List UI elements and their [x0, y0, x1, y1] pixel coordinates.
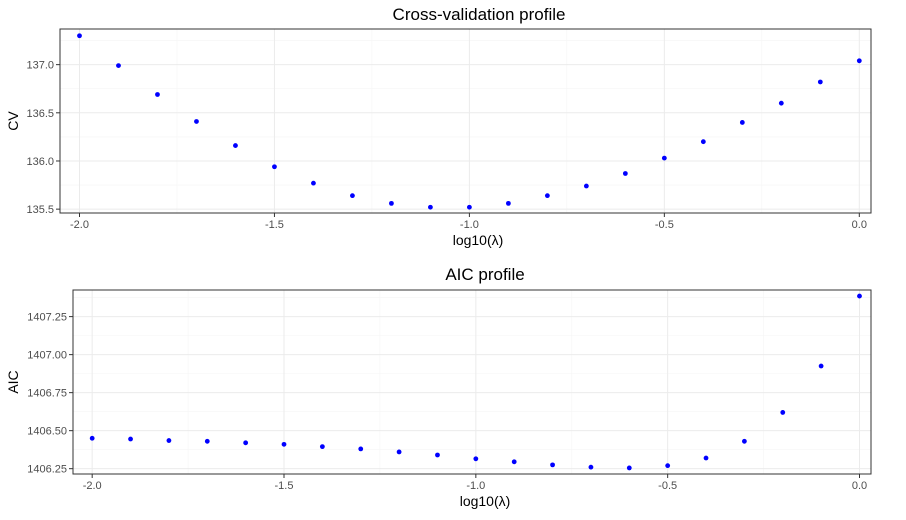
cv-y-tick-label: 136.0 — [26, 156, 54, 168]
aic-data-point — [89, 435, 95, 441]
cv-data-point — [700, 139, 706, 145]
aic-chart-title: AIC profile — [445, 265, 524, 284]
cv-data-point — [233, 143, 238, 148]
aic-data-point — [665, 463, 671, 469]
aic-data-point — [703, 455, 709, 461]
cv-profile-chart: Cross-validation profile -2.0 -1.5 -1.0 -0.… — [5, 5, 872, 248]
cv-x-tick-label: 0.0 — [852, 219, 867, 231]
aic-x-tick-label: -0.5 — [658, 480, 677, 492]
aic-x-tick-label: -2.0 — [83, 480, 102, 492]
aic-data-point — [857, 293, 862, 299]
aic-profile-chart: AIC profile -2.0 -1.5 -1.0 -0.5 0.0 1406.25 14… — [5, 265, 872, 509]
aic-x-tick-label: -1.0 — [466, 480, 485, 492]
cv-data-point — [428, 204, 433, 210]
cv-data-point — [155, 92, 160, 97]
aic-y-tick-label: 1407.00 — [27, 350, 67, 362]
cv-data-point — [739, 120, 745, 125]
cv-data-point — [856, 58, 862, 64]
cv-data-point — [350, 193, 355, 199]
aic-data-point — [204, 438, 210, 444]
aic-x-tick-label: 0.0 — [852, 480, 867, 492]
aic-x-axis-title: log10(λ) — [460, 493, 511, 509]
aic-data-point — [818, 363, 824, 369]
aic-data-point — [128, 436, 133, 442]
aic-data-point — [550, 462, 555, 468]
cv-data-point — [622, 171, 628, 176]
cv-axes: -2.0 -1.5 -1.0 -0.5 0.0 135.5 136.0 136.5 137.0 — [26, 60, 866, 231]
cv-data-point — [311, 180, 316, 186]
aic-data-point — [780, 410, 786, 415]
cv-data-point — [272, 164, 277, 170]
aic-data-point — [588, 464, 594, 470]
aic-data-point — [473, 456, 479, 462]
cv-data-point — [544, 193, 550, 199]
aic-y-tick-label: 1406.75 — [27, 388, 67, 400]
cv-data-point — [661, 155, 667, 161]
aic-data-point — [396, 449, 402, 455]
cv-y-axis-title: CV — [5, 111, 21, 131]
cv-x-tick-label: -1.0 — [460, 219, 479, 231]
cv-data-point — [583, 183, 589, 189]
cv-points — [77, 33, 862, 210]
cv-data-point — [389, 200, 394, 206]
cv-data-point — [817, 79, 823, 85]
cv-y-tick-label: 136.5 — [26, 108, 54, 120]
cv-data-point — [194, 119, 199, 124]
cv-x-axis-title: log10(λ) — [453, 232, 504, 248]
aic-data-point — [626, 465, 632, 471]
aic-y-tick-label: 1406.50 — [27, 426, 67, 438]
cv-data-point — [778, 100, 784, 106]
cv-x-tick-label: -2.0 — [70, 219, 89, 231]
aic-y-axis-title: AIC — [5, 370, 21, 393]
cv-x-tick-label: -1.5 — [265, 219, 284, 231]
aic-data-point — [358, 446, 364, 452]
cv-data-point — [77, 33, 82, 39]
aic-data-point — [319, 444, 325, 450]
cv-y-tick-label: 137.0 — [26, 60, 54, 72]
aic-data-point — [511, 459, 517, 465]
cv-data-point — [466, 204, 472, 210]
cv-data-point — [505, 200, 511, 206]
cv-x-tick-label: -0.5 — [655, 219, 674, 231]
cv-data-point — [116, 63, 121, 69]
aic-x-tick-label: -1.5 — [275, 480, 294, 492]
aic-data-point — [281, 441, 287, 447]
aic-axes: -2.0 -1.5 -1.0 -0.5 0.0 1406.25 1406.50 1406.75… — [27, 312, 867, 492]
aic-plot-frame — [72, 289, 872, 475]
cv-plot-frame — [59, 28, 872, 214]
aic-data-point — [166, 438, 172, 443]
aic-data-point — [741, 438, 747, 444]
aic-data-point — [435, 452, 440, 458]
cv-chart-title: Cross-validation profile — [393, 5, 566, 24]
aic-points — [89, 293, 862, 471]
aic-data-point — [243, 440, 249, 446]
aic-y-tick-label: 1406.25 — [27, 464, 67, 476]
cv-y-tick-label: 135.5 — [26, 204, 54, 216]
aic-y-tick-label: 1407.25 — [27, 312, 67, 324]
